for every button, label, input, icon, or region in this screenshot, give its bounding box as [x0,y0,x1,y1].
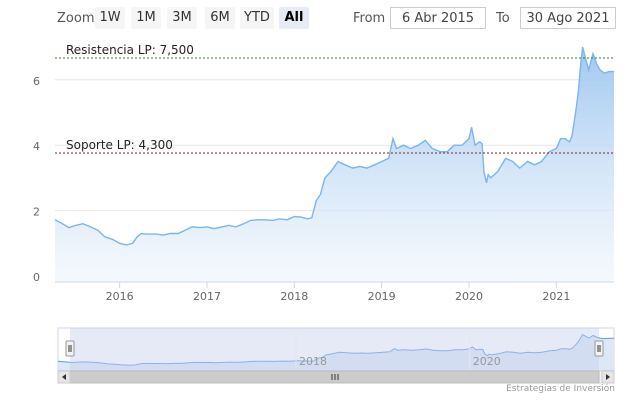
y-tick-label: 4 [33,140,40,153]
x-tick-label: 2018 [280,290,308,303]
navigator-tick-label: 2020 [473,355,501,368]
x-tick-label: 2020 [455,290,483,303]
x-axis: 2016 2017 2018 2019 2020 2021 [55,281,614,303]
chart-credit[interactable]: Estrategias de Inversión [506,384,615,394]
zoom-1w-button[interactable]: 1W [95,7,125,29]
zoom-ytd-button[interactable]: YTD [240,7,274,29]
support-label: Soporte LP: 4,300 [66,138,173,152]
navigator-tick-label: 2018 [299,355,327,368]
y-tick-label: 6 [33,75,40,88]
navigator-left-handle[interactable] [65,340,75,357]
x-tick-label: 2017 [193,290,221,303]
from-label: From [353,11,386,26]
from-date-input[interactable]: 6 Abr 2015 [390,7,486,29]
to-date-input[interactable]: 30 Ago 2021 [520,7,616,29]
zoom-label: Zoom [57,11,95,26]
to-label: To [496,11,510,26]
y-axis: 0 2 4 6 [33,75,40,284]
x-tick-label: 2019 [368,290,396,303]
series-area [54,46,614,282]
arrow-right-icon [606,374,610,380]
x-tick-label: 2021 [542,290,570,303]
navigator-line [57,333,614,366]
series-area-fill [55,47,614,282]
range-selector: Zoom 1W 1M 3M 6M YTD All From 6 Abr 2015… [0,0,635,36]
zoom-3m-button[interactable]: 3M [167,7,197,29]
navigator[interactable]: 2018 2020 [57,327,615,384]
navigator-selection[interactable] [70,328,599,370]
navigator-area [58,334,614,370]
y-tick-label: 2 [33,206,40,219]
navigator-scrollbar[interactable] [57,370,615,384]
drag-lines-icon [331,374,339,380]
x-tick-label: 2016 [106,290,134,303]
plot-lines: Resistencia LP: 7,500 Soporte LP: 4,300 [55,43,614,154]
navigator-right-handle[interactable] [594,340,604,357]
resistance-label: Resistencia LP: 7,500 [66,43,194,57]
arrow-left-icon [62,374,66,380]
zoom-all-button[interactable]: All [279,7,309,29]
zoom-6m-button[interactable]: 6M [205,7,235,29]
zoom-1m-button[interactable]: 1M [131,7,161,29]
y-tick-label: 0 [33,271,40,284]
series-line [54,46,614,246]
